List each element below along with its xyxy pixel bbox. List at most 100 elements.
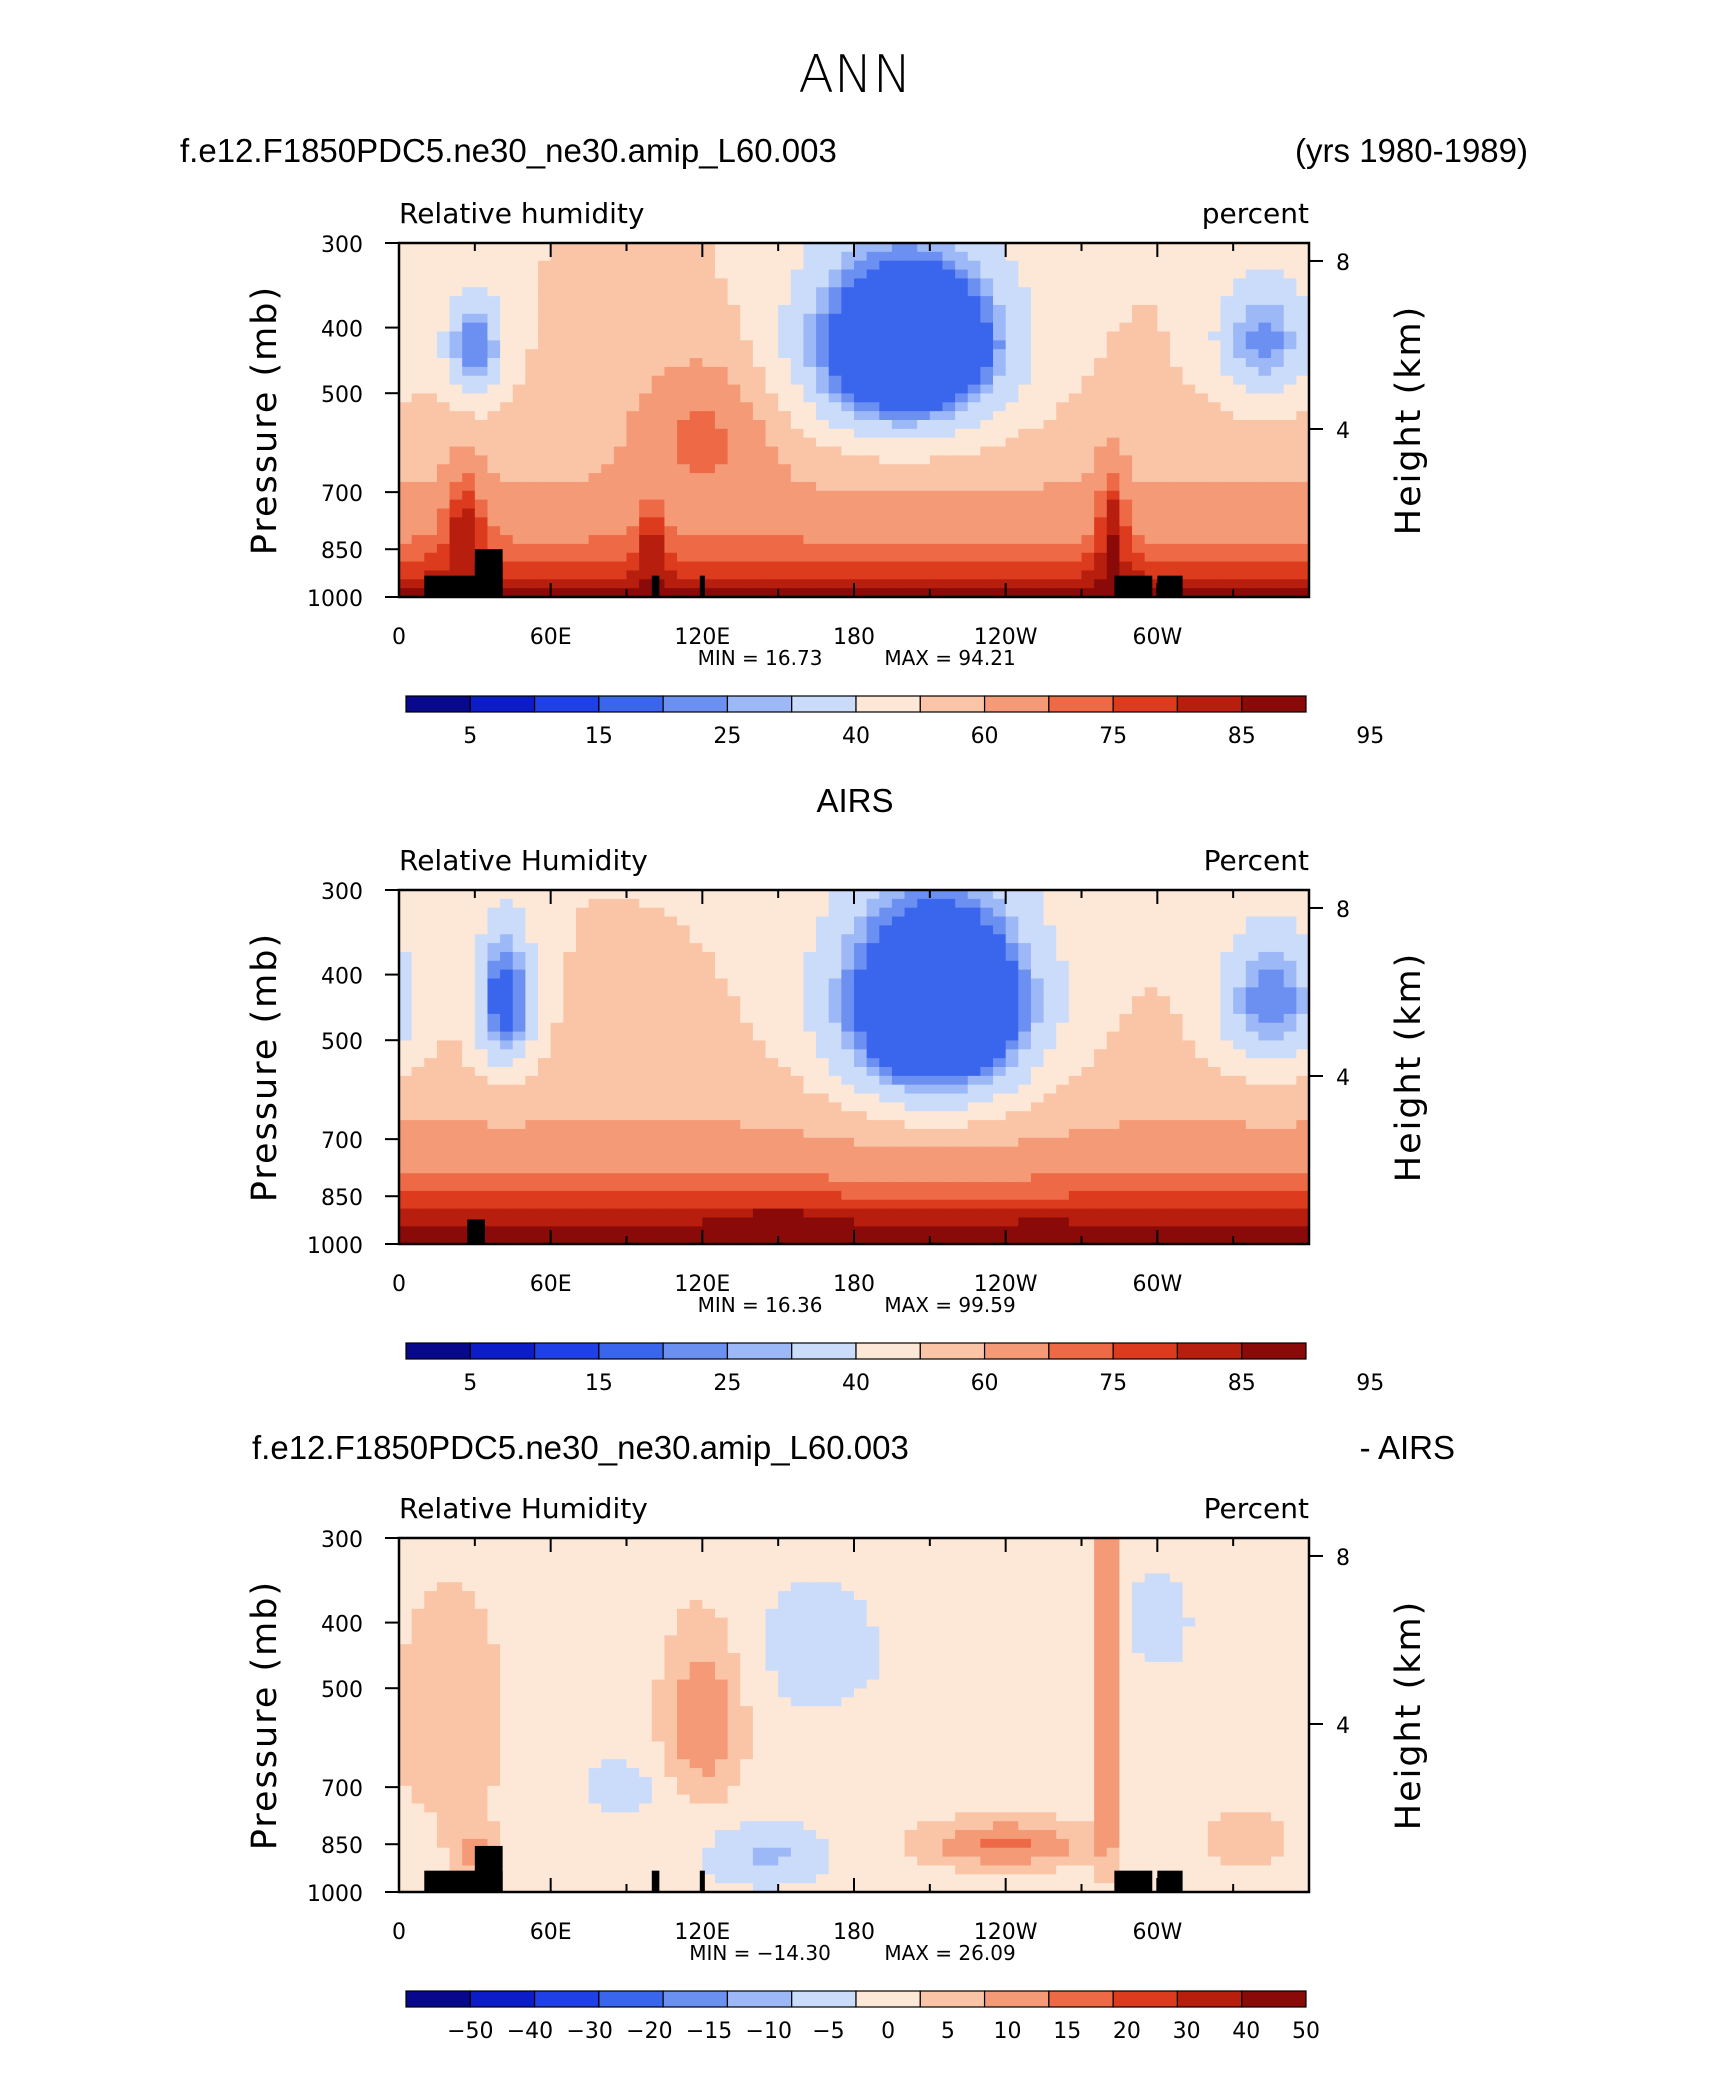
field-cell <box>664 1005 678 1015</box>
field-cell <box>1233 393 1247 403</box>
field-cell <box>1258 1013 1272 1024</box>
field-cell <box>538 446 552 456</box>
field-cell <box>967 943 981 953</box>
field-cell <box>778 1067 792 1077</box>
field-cell <box>790 1093 805 1103</box>
field-cell <box>449 907 463 918</box>
field-cell <box>1245 1075 1260 1086</box>
field-cell <box>538 1102 552 1112</box>
field-cell <box>651 278 666 288</box>
field-cell <box>411 322 425 333</box>
field-cell <box>424 996 438 1006</box>
field-cell <box>487 260 501 271</box>
field-cell <box>1233 1093 1247 1103</box>
field-cell <box>575 943 590 953</box>
field-cell <box>1119 446 1133 456</box>
field-cell <box>1119 437 1133 448</box>
field-cell <box>538 358 552 368</box>
field-cell <box>563 1058 577 1068</box>
field-cell <box>1233 890 1247 900</box>
field-cell <box>993 1031 1007 1042</box>
field-cell <box>854 473 868 483</box>
field-cell <box>626 481 640 492</box>
field-cell <box>1182 1128 1196 1139</box>
field-cell <box>399 322 413 333</box>
field-cell <box>1144 1058 1158 1068</box>
field-cell <box>778 588 792 598</box>
field-cell <box>714 996 729 1006</box>
field-cell <box>854 934 868 944</box>
field-cell <box>993 366 1007 377</box>
field-cell <box>588 969 602 980</box>
field-cell <box>765 455 779 465</box>
field-cell <box>790 287 805 297</box>
field-cell <box>1119 375 1133 386</box>
field-cell <box>525 925 539 935</box>
field-cell <box>854 588 868 598</box>
field-cell <box>689 455 703 465</box>
field-cell <box>866 349 880 359</box>
field-cell <box>778 358 792 368</box>
field-cell <box>816 313 830 324</box>
field-cell <box>588 375 602 386</box>
field-cell <box>626 535 640 545</box>
field-cell <box>512 331 526 341</box>
field-cell <box>1068 588 1083 598</box>
field-cell <box>841 287 855 297</box>
field-cell <box>651 552 666 563</box>
field-cell <box>424 535 438 545</box>
field-cell <box>828 269 842 279</box>
field-cell <box>613 481 628 492</box>
field-cell <box>538 375 552 386</box>
field-cell <box>702 331 716 341</box>
field-cell <box>1283 987 1297 997</box>
field-cell <box>816 552 830 563</box>
field-cell <box>639 934 653 944</box>
field-cell <box>702 996 716 1006</box>
field-cell <box>651 1093 666 1103</box>
field-cell <box>980 943 994 953</box>
field-cell <box>727 251 741 262</box>
field-cell <box>1068 1128 1083 1139</box>
field-cell <box>702 969 716 980</box>
field-cell <box>664 898 678 909</box>
field-cell <box>1030 1040 1045 1050</box>
field-cell <box>1182 366 1196 377</box>
field-cell <box>538 987 552 997</box>
field-cell <box>790 402 805 412</box>
field-cell <box>1132 508 1146 518</box>
field-cell <box>702 1005 716 1015</box>
field-cell <box>854 561 868 572</box>
field-cell <box>512 960 526 971</box>
field-cell <box>550 987 564 997</box>
field-cell <box>879 969 893 980</box>
field-cell <box>891 1005 906 1015</box>
field-cell <box>1081 473 1095 483</box>
field-cell <box>1068 1022 1083 1033</box>
field-cell <box>752 269 767 279</box>
field-cell <box>1207 543 1222 554</box>
field-cell <box>639 1120 653 1130</box>
field-cell <box>550 251 564 262</box>
field-cell <box>689 508 703 518</box>
field-cell <box>1056 925 1070 935</box>
field-cell <box>891 428 906 439</box>
field-cell <box>1043 243 1057 253</box>
field-cell <box>651 437 666 448</box>
field-cell <box>816 366 830 377</box>
field-cell <box>841 455 855 465</box>
field-cell <box>702 1102 716 1112</box>
field-cell <box>626 588 640 598</box>
field-cell <box>929 890 944 900</box>
field-cell <box>828 1031 842 1042</box>
field-cell <box>474 934 489 944</box>
field-cell <box>1258 340 1272 350</box>
field-cell <box>462 481 476 492</box>
field-cell <box>1296 1102 1310 1112</box>
field-cell <box>1106 464 1121 474</box>
field-cell <box>778 304 792 315</box>
field-cell <box>436 428 451 439</box>
field-cell <box>841 561 855 572</box>
field-cell <box>1245 437 1260 448</box>
field-cell <box>993 278 1007 288</box>
